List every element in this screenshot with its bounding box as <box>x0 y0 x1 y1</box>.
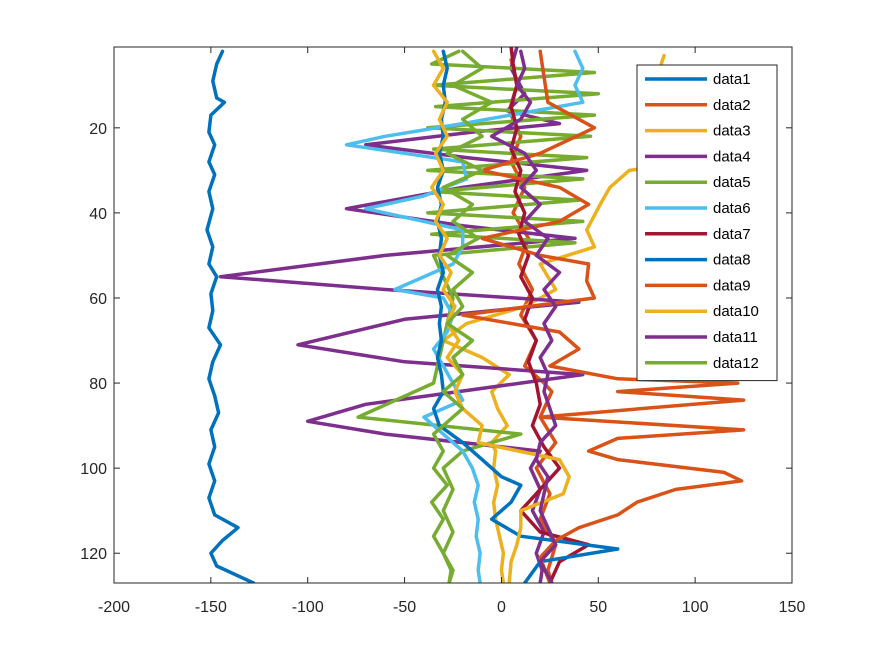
legend-label-data5: data5 <box>713 174 751 191</box>
series-line-data5 <box>356 49 601 583</box>
y-tick-label: 60 <box>89 291 107 308</box>
y-tick-label: 100 <box>80 461 107 478</box>
legend-label-data11: data11 <box>713 329 758 346</box>
y-tick-label: 40 <box>89 206 107 223</box>
legend-label-data8: data8 <box>713 252 751 269</box>
series-line-data4 <box>218 47 589 583</box>
series-line-data6 <box>344 49 585 583</box>
legend: data1 data2 data3 data4 data5 data6 data7 data8… <box>636 64 778 382</box>
plot-frame <box>113 46 793 584</box>
series-line-data7 <box>509 47 591 583</box>
legend-label-data12: data12 <box>713 355 759 372</box>
x-tick-label: 50 <box>589 599 607 616</box>
legend-label-data1: data1 <box>713 71 751 88</box>
legend-label-data9: data9 <box>713 277 751 294</box>
x-tick-label: -200 <box>98 599 130 616</box>
legend-label-data4: data4 <box>713 148 751 165</box>
x-tick-label: -150 <box>195 599 227 616</box>
legend-label-data7: data7 <box>713 226 751 243</box>
x-tick-label: 0 <box>497 599 506 616</box>
y-tick-label: 120 <box>80 546 107 563</box>
series-line-data1 <box>205 49 256 583</box>
series-line-data12 <box>429 49 494 583</box>
legend-box <box>636 64 778 382</box>
series-line-data10 <box>429 49 571 583</box>
legend-label-data2: data2 <box>713 97 751 114</box>
x-tick-label: -50 <box>393 599 416 616</box>
tick-layer: -200 -150 -100 -50 0 50 100 150 20 40 60 80 100 120 <box>80 47 805 616</box>
legend-label-data6: data6 <box>713 200 751 217</box>
y-tick-label: 80 <box>89 376 107 393</box>
series-line-data11 <box>489 49 562 583</box>
y-tick-label: 20 <box>89 121 107 138</box>
x-tick-label: 150 <box>779 599 806 616</box>
legend-label-data3: data3 <box>713 123 751 140</box>
series-line-data9 <box>460 49 746 583</box>
x-tick-label: -100 <box>292 599 324 616</box>
legend-label-data10: data10 <box>713 303 759 320</box>
x-tick-label: 100 <box>682 599 709 616</box>
